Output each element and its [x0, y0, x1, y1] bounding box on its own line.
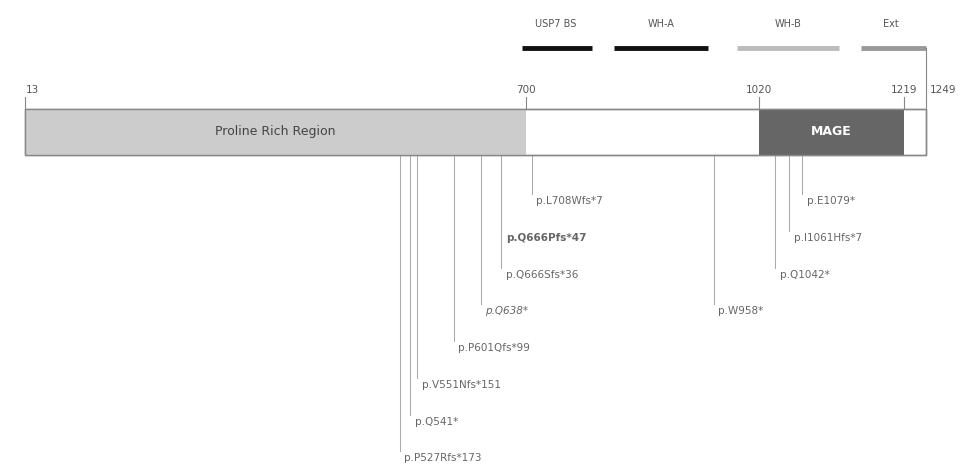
Text: p.Q638*: p.Q638*: [485, 306, 529, 317]
Text: WH-A: WH-A: [647, 19, 675, 30]
Bar: [25, 109, 526, 155]
Text: Proline Rich Region: Proline Rich Region: [215, 125, 335, 138]
Bar: [25, 109, 926, 155]
Text: Ext: Ext: [883, 19, 898, 30]
Text: WH-B: WH-B: [775, 19, 802, 30]
Text: 700: 700: [516, 84, 536, 95]
Text: 13: 13: [25, 84, 39, 95]
Text: p.P601Qfs*99: p.P601Qfs*99: [459, 343, 530, 353]
Text: p.Q1042*: p.Q1042*: [780, 270, 829, 280]
Text: p.P527Rfs*173: p.P527Rfs*173: [404, 453, 482, 463]
Text: p.I1061Hfs*7: p.I1061Hfs*7: [793, 233, 861, 243]
Text: USP7 BS: USP7 BS: [535, 19, 576, 30]
Text: 1219: 1219: [891, 84, 918, 95]
Text: MAGE: MAGE: [811, 125, 851, 138]
Text: p.V551Nfs*151: p.V551Nfs*151: [422, 380, 501, 390]
Text: 1249: 1249: [930, 84, 956, 95]
Text: p.L708Wfs*7: p.L708Wfs*7: [537, 197, 603, 206]
Bar: [25, 109, 926, 155]
Text: p.W958*: p.W958*: [718, 306, 764, 317]
Text: p.Q666Sfs*36: p.Q666Sfs*36: [505, 270, 578, 280]
Text: p.E1079*: p.E1079*: [807, 197, 854, 206]
Text: 1020: 1020: [746, 84, 773, 95]
Bar: [759, 109, 904, 155]
Text: p.Q541*: p.Q541*: [415, 416, 458, 427]
Text: p.Q666Pfs*47: p.Q666Pfs*47: [505, 233, 586, 243]
